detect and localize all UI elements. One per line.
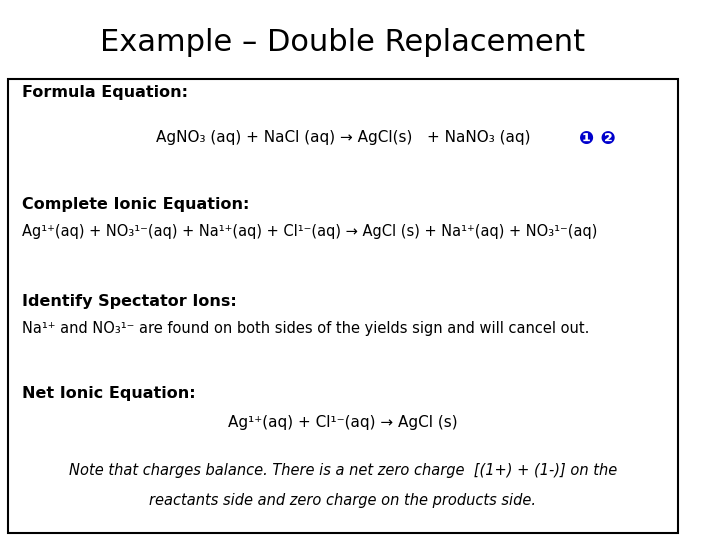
FancyBboxPatch shape — [8, 79, 678, 533]
Text: Complete Ionic Equation:: Complete Ionic Equation: — [22, 198, 249, 212]
Text: Na¹⁺ and NO₃¹⁻ are found on both sides of the yields sign and will cancel out.: Na¹⁺ and NO₃¹⁻ are found on both sides o… — [22, 321, 589, 336]
Text: ❶ ❷: ❶ ❷ — [579, 130, 616, 148]
Text: Ag¹⁺(aq) + NO₃¹⁻(aq) + Na¹⁺(aq) + Cl¹⁻(aq) → AgCl (s) + Na¹⁺(aq) + NO₃¹⁻(aq): Ag¹⁺(aq) + NO₃¹⁻(aq) + Na¹⁺(aq) + Cl¹⁻(a… — [22, 224, 598, 239]
Text: Note that charges balance. There is a net zero charge  [(1+) + (1-)] on the: Note that charges balance. There is a ne… — [69, 463, 617, 478]
Text: Ag¹⁺(aq) + Cl¹⁻(aq) → AgCl (s): Ag¹⁺(aq) + Cl¹⁻(aq) → AgCl (s) — [228, 415, 458, 430]
Text: AgNO₃ (aq) + NaCl (aq) → AgCl(s)   + NaNO₃ (aq): AgNO₃ (aq) + NaCl (aq) → AgCl(s) + NaNO₃… — [156, 130, 530, 145]
Text: reactants side and zero charge on the products side.: reactants side and zero charge on the pr… — [150, 493, 536, 508]
Text: Formula Equation:: Formula Equation: — [22, 85, 188, 100]
Text: Example – Double Replacement: Example – Double Replacement — [100, 28, 585, 57]
Text: Net Ionic Equation:: Net Ionic Equation: — [22, 386, 196, 401]
Text: Identify Spectator Ions:: Identify Spectator Ions: — [22, 294, 237, 309]
